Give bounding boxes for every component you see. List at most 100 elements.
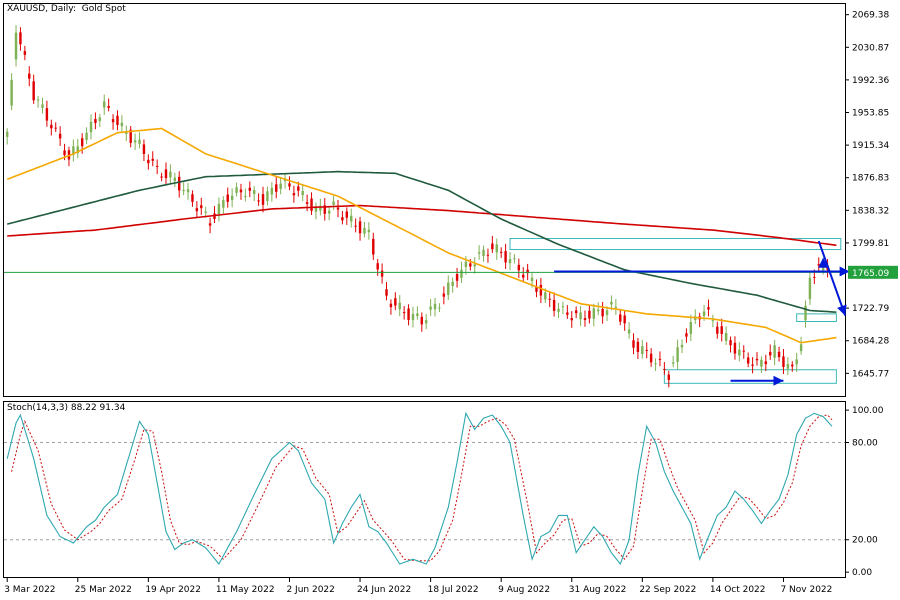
candle-body [667,374,670,380]
candle-body [627,329,631,334]
stoch-panel-frame [3,401,846,578]
candle-body [275,184,278,192]
candle-body [111,119,115,123]
candle-body [72,146,75,155]
candle-body [147,159,150,164]
date-tick-label: 19 Apr 2022 [145,585,201,595]
stoch-axis-ticks: 100.00 80.00 20.00 0.00 [845,406,884,578]
candle-body [222,200,225,208]
candle-body [817,264,820,266]
candle-body [407,308,410,320]
date-tick-label: 14 Oct 2022 [710,585,766,595]
candle-body [376,263,379,270]
candle-body [769,352,772,356]
candle-body [760,359,763,367]
annotation-arrow-line [817,240,847,316]
candle-body [420,316,424,325]
candle-body [372,238,375,255]
candle-body [610,301,613,305]
candle-body [570,318,573,321]
candle-body [416,313,419,317]
date-tick-label: 22 Sep 2022 [639,585,696,595]
candle-body [257,200,260,202]
candle-body [402,312,406,314]
date-axis: 3 Mar 2022 25 Mar 2022 19 Apr 2022 11 May 2… [4,578,832,595]
candle-body [14,32,18,60]
price-tick-label: 1684.28 [852,337,889,347]
candle-body [808,277,812,300]
candle-body [107,105,110,108]
candle-body [438,307,441,309]
candle-body [292,193,296,196]
candle-body [385,289,388,296]
candle-body [125,131,128,134]
candle-body [557,308,560,312]
candle-body [605,310,609,315]
candle-body [54,127,57,129]
candle-body [116,115,119,125]
candle-body [389,303,393,308]
candlesticks [5,25,829,388]
candle-body [85,132,88,141]
price-tick-label: 1876.83 [852,174,889,184]
price-axis-ticks: 2069.38 2030.87 1992.36 1953.85 1915.34 1876.… [845,11,889,379]
candle-body [654,363,657,365]
date-tick-label: 25 Mar 2022 [75,585,132,595]
candle-body [178,176,181,191]
candle-body [169,171,172,178]
candle-body [464,261,468,268]
candle-body [103,101,106,108]
date-tick-label: 3 Mar 2022 [4,585,55,595]
candle-body [799,344,803,352]
candle-body [469,263,472,267]
candle-body [495,244,498,253]
date-tick-label: 7 Nov 2022 [780,585,832,595]
candle-body [28,73,31,79]
candle-body [336,207,340,210]
price-zone-box [509,238,842,251]
candle-body [45,108,49,121]
candle-body [746,357,750,364]
candle-body [548,298,551,300]
candle-body [539,284,543,296]
candle-body [764,361,768,365]
candle-body [50,124,53,129]
candle-body [429,306,432,310]
stoch-main-line [6,411,833,566]
candle-body [332,201,335,205]
candle-body [288,183,291,187]
price-tick-label: 2069.38 [852,11,889,21]
candle-body [482,249,485,257]
price-tick-label: 1799.81 [852,239,889,249]
candle-body [711,320,715,322]
candle-body [491,243,494,250]
candle-body [755,358,759,361]
candle-body [583,318,587,321]
candle-body [244,196,247,198]
candle-body [724,333,728,341]
current-price-label-box [848,265,898,279]
price-tick-label: 1915.34 [852,141,889,151]
date-tick-label: 24 Jun 2022 [357,585,411,595]
candle-body [702,311,706,316]
candle-body [319,205,322,211]
candle-body [173,177,177,181]
candle-body [142,144,146,155]
candle-body [663,368,666,370]
candle-body [513,258,516,260]
candle-body [314,206,318,212]
price-zone-box [663,369,837,384]
candle-body [742,350,745,352]
candle-body [460,269,463,278]
candle-body [720,326,723,334]
stoch-title: Stoch(14,3,3) 88.22 91.34 [7,403,126,413]
candle-body [486,254,490,256]
candle-body [358,221,362,234]
candle-body [133,140,137,143]
annotation-arrow-head [837,304,847,316]
candle-body [676,347,679,363]
candle-body [777,351,781,358]
candle-body [588,310,591,319]
candle-body [239,189,243,193]
candle-body [129,129,132,143]
